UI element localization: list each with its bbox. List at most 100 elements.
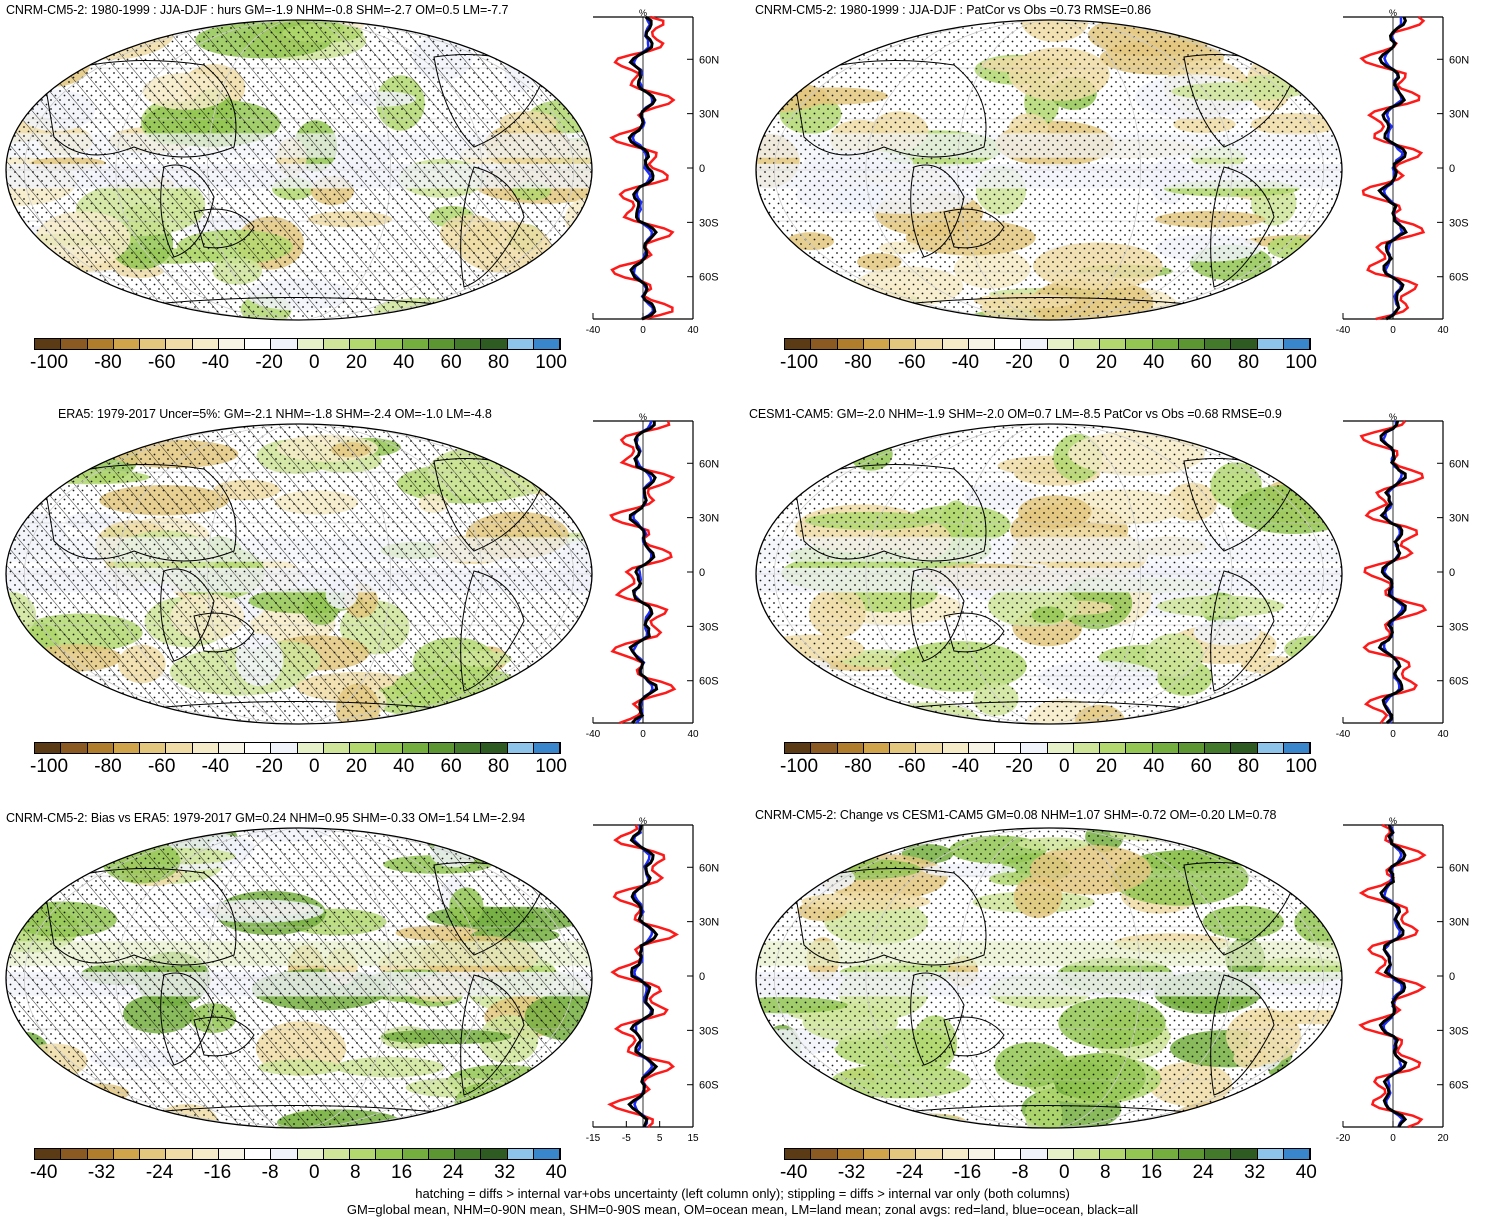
colorbar-swatch: [271, 339, 298, 349]
zonal-x-tick: 0: [1390, 325, 1396, 336]
colorbar-label: -8: [261, 1162, 279, 1183]
colorbar-swatch: [297, 1149, 324, 1159]
zonal-unit-label: %: [1389, 8, 1397, 18]
colorbar-label: 60: [1190, 756, 1212, 777]
footnote-line-2: GM=global mean, NHM=0-90N mean, SHM=0-90…: [346, 1202, 1139, 1217]
colorbar-swatch: [1231, 743, 1258, 753]
zonal-y-tick: 30S: [699, 621, 719, 633]
colorbar-swatch: [481, 743, 508, 753]
colorbar-swatch: [113, 1149, 140, 1159]
colorbar-swatch: [1283, 743, 1310, 753]
colorbar-label: 60: [440, 352, 462, 373]
zonal-line-all: [627, 824, 659, 1128]
zonal-plot-p6: % 60N 30N 0 30S 60S -20 0 20: [1336, 816, 1469, 1144]
colorbar-label: 8: [349, 1162, 361, 1183]
colorbar-swatch: [811, 339, 838, 349]
colorbar-swatch: [35, 743, 62, 753]
zonal-y-tick: 60S: [699, 1080, 719, 1092]
map-p6: [755, 827, 1343, 1129]
zonal-line-land: [609, 420, 677, 725]
colorbar-swatch: [785, 1149, 812, 1159]
zonal-plot-p2: % 60N 30N 0 30S 60S -40 0 40: [1336, 8, 1469, 336]
colorbar-label: -100: [30, 756, 69, 777]
colorbar-swatch: [350, 743, 377, 753]
zonal-x-tick: 0: [640, 729, 646, 740]
colorbar-swatch: [916, 743, 943, 753]
zonal-unit-label: %: [1389, 816, 1397, 826]
colorbar-swatch: [968, 743, 995, 753]
colorbar-swatch: [35, 1149, 62, 1159]
zonal-unit-label: %: [639, 8, 647, 18]
colorbar-label: -32: [87, 1162, 116, 1183]
colorbar-label: 60: [440, 756, 462, 777]
zonal-y-tick: 30N: [699, 513, 719, 525]
colorbar-labels-p3: -100 -80 -60 -40 -20 0 20 40 60 80 100: [30, 756, 567, 778]
colorbar-labels-p2: -100 -80 -60 -40 -20 0 20 40 60 80 100: [780, 352, 1317, 374]
zonal-y-tick: 0: [699, 163, 705, 175]
colorbar-swatch: [428, 743, 455, 753]
colorbar-swatch: [87, 339, 114, 349]
colorbar-swatch: [428, 339, 455, 349]
zonal-x-tick: 5: [657, 1133, 663, 1144]
colorbar-swatch: [1126, 1149, 1153, 1159]
colorbar-swatch: [1152, 1149, 1179, 1159]
colorbar-label: -80: [94, 352, 122, 373]
zonal-x-tick: 20: [1437, 1133, 1449, 1144]
zonal-x-tick: 40: [687, 325, 699, 336]
zonal-y-tick: 30N: [699, 917, 719, 929]
zonal-x-tick: -40: [1336, 325, 1351, 336]
colorbar-label: 100: [535, 352, 567, 373]
colorbar-swatch: [245, 743, 272, 753]
colorbar-swatch: [1257, 1149, 1284, 1159]
colorbar-swatch: [1205, 339, 1232, 349]
colorbar-swatch: [968, 339, 995, 349]
colorbar-swatch: [350, 339, 377, 349]
colorbar-swatch: [890, 339, 917, 349]
colorbar-label: 32: [1244, 1162, 1266, 1183]
zonal-y-tick: 30N: [1449, 513, 1469, 525]
map-p2: [755, 19, 1343, 321]
colorbar-swatch: [1205, 1149, 1232, 1159]
colorbar-swatch: [837, 1149, 864, 1159]
zonal-x-tick: 40: [1437, 729, 1449, 740]
colorbar-swatch: [1178, 743, 1205, 753]
zonal-y-tick: 60S: [1449, 676, 1469, 688]
zonal-line-all: [627, 15, 658, 321]
colorbar-swatch: [1152, 743, 1179, 753]
colorbar-swatch: [507, 339, 534, 349]
colorbar-label: 0: [1059, 352, 1070, 373]
zonal-x-tick: 15: [687, 1133, 699, 1144]
colorbar-swatch: [245, 1149, 272, 1159]
colorbar-label: 16: [1141, 1162, 1163, 1183]
colorbar-label: 0: [309, 756, 320, 777]
colorbar-swatch: [1100, 339, 1127, 349]
colorbar-swatch: [1178, 339, 1205, 349]
panel-title-p2: CNRM-CM5-2: 1980-1999 : JJA-DJF : PatCor…: [755, 3, 1151, 17]
colorbar-labels-p6: -40 -32 -24 -16 -8 0 8 16 24 32 40: [780, 1162, 1317, 1184]
colorbar-swatch: [376, 743, 403, 753]
colorbar-swatch: [402, 743, 429, 753]
colorbar-swatch: [1047, 1149, 1074, 1159]
colorbar-label: -24: [145, 1162, 174, 1183]
zonal-plot-p4: % 60N 30N 0 30S 60S -40 0 40: [1336, 412, 1469, 740]
colorbar-swatch: [218, 743, 245, 753]
colorbar-swatch: [890, 743, 917, 753]
colorbar-swatch: [995, 743, 1022, 753]
colorbar-label: -40: [951, 352, 980, 373]
colorbar-swatch: [1283, 1149, 1310, 1159]
zonal-y-tick: 0: [1449, 971, 1455, 983]
colorbar-swatch: [323, 1149, 350, 1159]
colorbar-swatch: [1047, 339, 1074, 349]
colorbar-swatch: [218, 1149, 245, 1159]
colorbar-swatch: [1021, 743, 1048, 753]
colorbar-label: -8: [1011, 1162, 1029, 1183]
zonal-y-tick: 30S: [699, 217, 719, 229]
colorbar-label: -16: [953, 1162, 982, 1183]
colorbar-swatch: [323, 339, 350, 349]
colorbar-swatch: [837, 339, 864, 349]
zonal-y-tick: 60S: [1449, 272, 1469, 284]
colorbar-label: 0: [309, 352, 320, 373]
colorbar-label: 20: [1095, 756, 1117, 777]
colorbar-swatch: [455, 743, 482, 753]
zonal-y-tick: 30S: [1449, 1025, 1469, 1037]
